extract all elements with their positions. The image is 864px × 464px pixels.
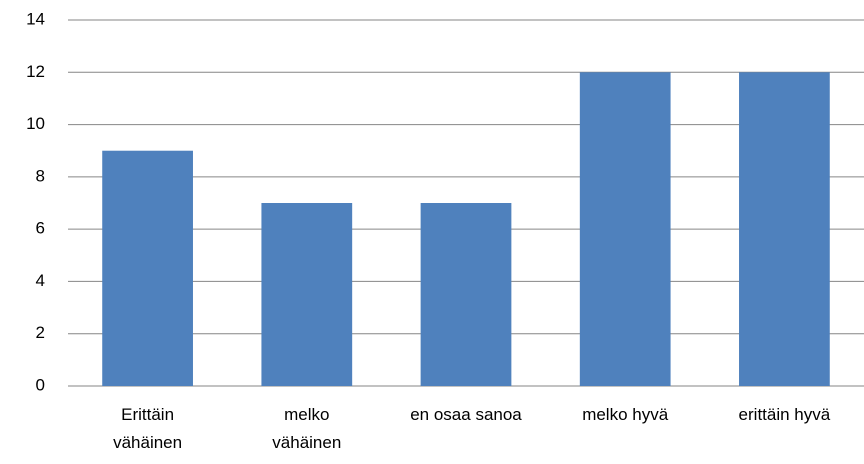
x-tick-label: Erittäin vähäinen: [113, 405, 183, 452]
x-tick-label: en osaa sanoa: [410, 405, 522, 424]
bar: [420, 203, 512, 386]
y-tick-label: 0: [36, 375, 45, 394]
x-tick-label: melko vähäinen: [272, 405, 342, 452]
bar: [739, 72, 830, 387]
y-tick-label: 14: [26, 9, 45, 28]
y-tick-label: 8: [36, 166, 45, 185]
bar: [579, 72, 671, 387]
bar: [102, 150, 193, 386]
y-tick-label: 4: [36, 271, 45, 290]
x-tick-label: erittäin hyvä: [738, 405, 831, 424]
y-tick-label: 10: [26, 114, 45, 133]
y-tick-label: 6: [36, 219, 45, 238]
bar: [261, 203, 353, 386]
x-tick-label: melko hyvä: [582, 405, 669, 424]
y-tick-label: 12: [26, 62, 45, 81]
y-tick-label: 2: [36, 323, 45, 342]
